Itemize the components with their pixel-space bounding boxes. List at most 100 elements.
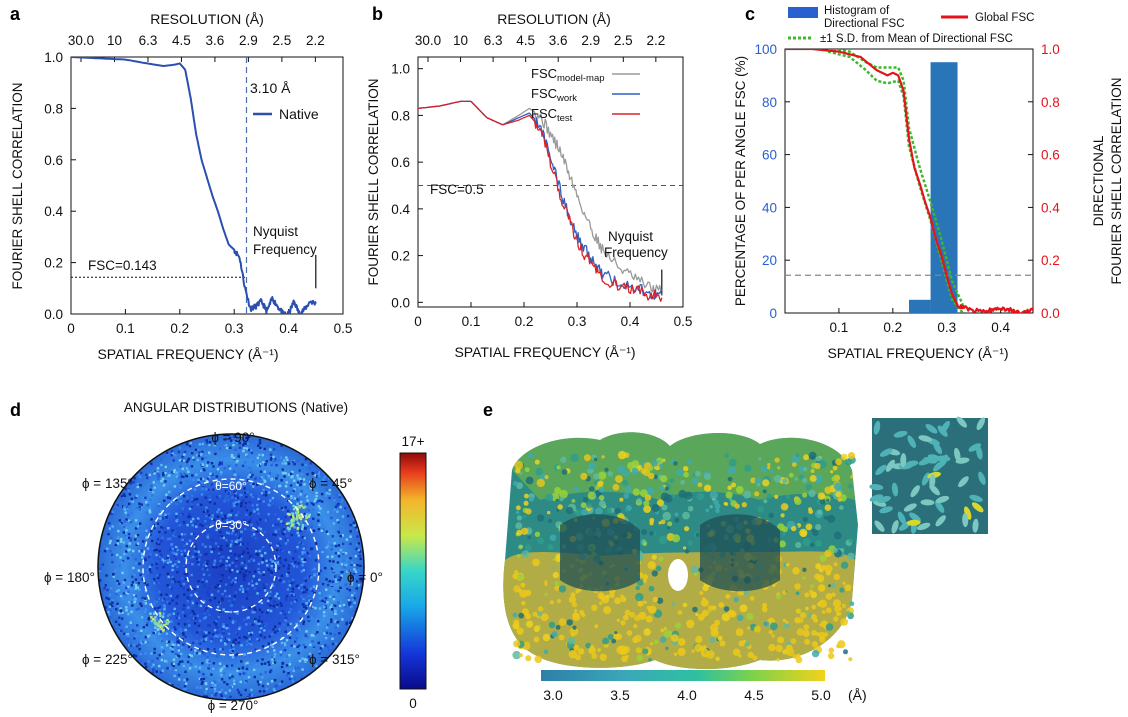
phi-0-label: ϕ = 0° bbox=[347, 570, 383, 585]
map-blob bbox=[669, 478, 675, 483]
density-pixel bbox=[231, 561, 234, 564]
density-pixel bbox=[218, 463, 221, 466]
density-pixel bbox=[269, 448, 272, 451]
density-pixel bbox=[119, 496, 123, 500]
density-pixel bbox=[245, 636, 248, 640]
x-tick-label: 0.2 bbox=[170, 321, 189, 336]
panel-d: d ANGULAR DISTRIBUTIONS (Native) θ=60° θ… bbox=[10, 400, 427, 713]
density-pixel bbox=[219, 648, 222, 651]
density-pixel bbox=[108, 605, 112, 608]
density-pixel bbox=[228, 617, 232, 620]
density-pixel bbox=[287, 567, 290, 570]
density-pixel bbox=[271, 560, 274, 563]
density-pixel bbox=[302, 569, 305, 572]
map-blob bbox=[719, 640, 726, 647]
density-pixel bbox=[223, 456, 227, 460]
map-blob bbox=[717, 635, 723, 641]
map-blob bbox=[579, 609, 584, 615]
density-pixel bbox=[301, 523, 304, 527]
map-blob bbox=[635, 647, 642, 654]
density-pixel bbox=[244, 442, 247, 445]
density-pixel bbox=[289, 600, 293, 603]
density-pixel bbox=[157, 597, 160, 601]
density-pixel bbox=[143, 610, 147, 614]
density-pixel bbox=[237, 667, 241, 670]
density-pixel bbox=[154, 600, 157, 603]
density-pixel bbox=[277, 561, 280, 564]
density-pixel bbox=[181, 611, 184, 614]
map-blob bbox=[650, 642, 653, 646]
density-pixel bbox=[217, 616, 221, 619]
density-pixel bbox=[212, 465, 215, 468]
helix-segment bbox=[873, 420, 881, 435]
density-pixel bbox=[141, 578, 144, 581]
density-pixel bbox=[225, 640, 229, 643]
density-pixel bbox=[204, 496, 207, 499]
y-tick-label-left: 100 bbox=[754, 42, 777, 57]
fsc-curves bbox=[71, 57, 317, 314]
density-pixel bbox=[162, 473, 165, 477]
density-pixel bbox=[157, 504, 160, 507]
map-blob bbox=[766, 493, 773, 500]
map-blob bbox=[648, 472, 655, 480]
map-blob bbox=[581, 508, 589, 516]
density-pixel bbox=[284, 462, 287, 465]
density-pixel bbox=[269, 597, 272, 600]
density-pixel bbox=[306, 547, 310, 550]
density-pixel bbox=[138, 644, 142, 647]
density-pixel bbox=[289, 484, 293, 487]
density-pixel bbox=[158, 664, 161, 668]
density-pixel bbox=[240, 483, 243, 486]
map-blob bbox=[555, 498, 559, 502]
density-pixel bbox=[263, 447, 266, 451]
density-pixel bbox=[297, 620, 300, 623]
density-pixel bbox=[313, 567, 316, 571]
density-pixel bbox=[250, 557, 253, 561]
density-pixel bbox=[204, 561, 207, 564]
map-blob bbox=[512, 650, 521, 660]
density-pixel bbox=[232, 529, 235, 532]
map-blob bbox=[816, 574, 825, 582]
legend-sd: ±1 S.D. from Mean of Directional FSC bbox=[820, 33, 1013, 45]
density-pixel bbox=[227, 532, 230, 535]
density-pixel bbox=[266, 611, 269, 614]
density-pixel bbox=[208, 441, 212, 444]
map-blob bbox=[624, 485, 632, 494]
density-pixel bbox=[343, 562, 346, 565]
density-pixel bbox=[330, 516, 333, 519]
map-blob bbox=[624, 508, 629, 512]
map-blob bbox=[819, 498, 826, 505]
density-pixel bbox=[108, 609, 112, 612]
density-pixel bbox=[324, 517, 327, 521]
density-pixel bbox=[332, 522, 336, 525]
series-global-fsc bbox=[785, 49, 1033, 313]
density-pixel bbox=[183, 685, 187, 688]
y-axis-label-left: PERCENTAGE OF PER ANGLE FSC (%) bbox=[733, 56, 748, 306]
density-pixel bbox=[250, 475, 253, 478]
density-pixel bbox=[175, 602, 178, 605]
density-pixel bbox=[258, 630, 261, 634]
map-blob bbox=[811, 640, 818, 648]
density-pixel bbox=[238, 588, 242, 591]
density-pixel bbox=[342, 603, 346, 607]
density-pixel bbox=[212, 547, 215, 551]
density-pixel bbox=[114, 620, 118, 623]
density-pixel bbox=[222, 608, 225, 611]
density-pixel bbox=[351, 551, 355, 554]
colorbar-ticks: 3.0 3.5 4.0 4.5 5.0 bbox=[543, 687, 831, 703]
density-pixel bbox=[233, 520, 236, 523]
density-pixel bbox=[303, 658, 306, 661]
density-pixel bbox=[221, 688, 224, 692]
map-blob bbox=[536, 478, 545, 488]
density-pixel bbox=[334, 609, 337, 613]
map-blob bbox=[671, 602, 676, 606]
density-pixel bbox=[274, 561, 277, 564]
density-pixel bbox=[181, 467, 184, 470]
density-pixel bbox=[130, 584, 134, 587]
density-pixel bbox=[180, 533, 184, 536]
density-pixel bbox=[311, 480, 314, 484]
density-pixel bbox=[245, 436, 248, 440]
y-axis-label: FOURIER SHELL CORRELATION bbox=[366, 78, 381, 285]
density-pixel bbox=[197, 480, 200, 483]
density-pixel bbox=[228, 568, 232, 572]
